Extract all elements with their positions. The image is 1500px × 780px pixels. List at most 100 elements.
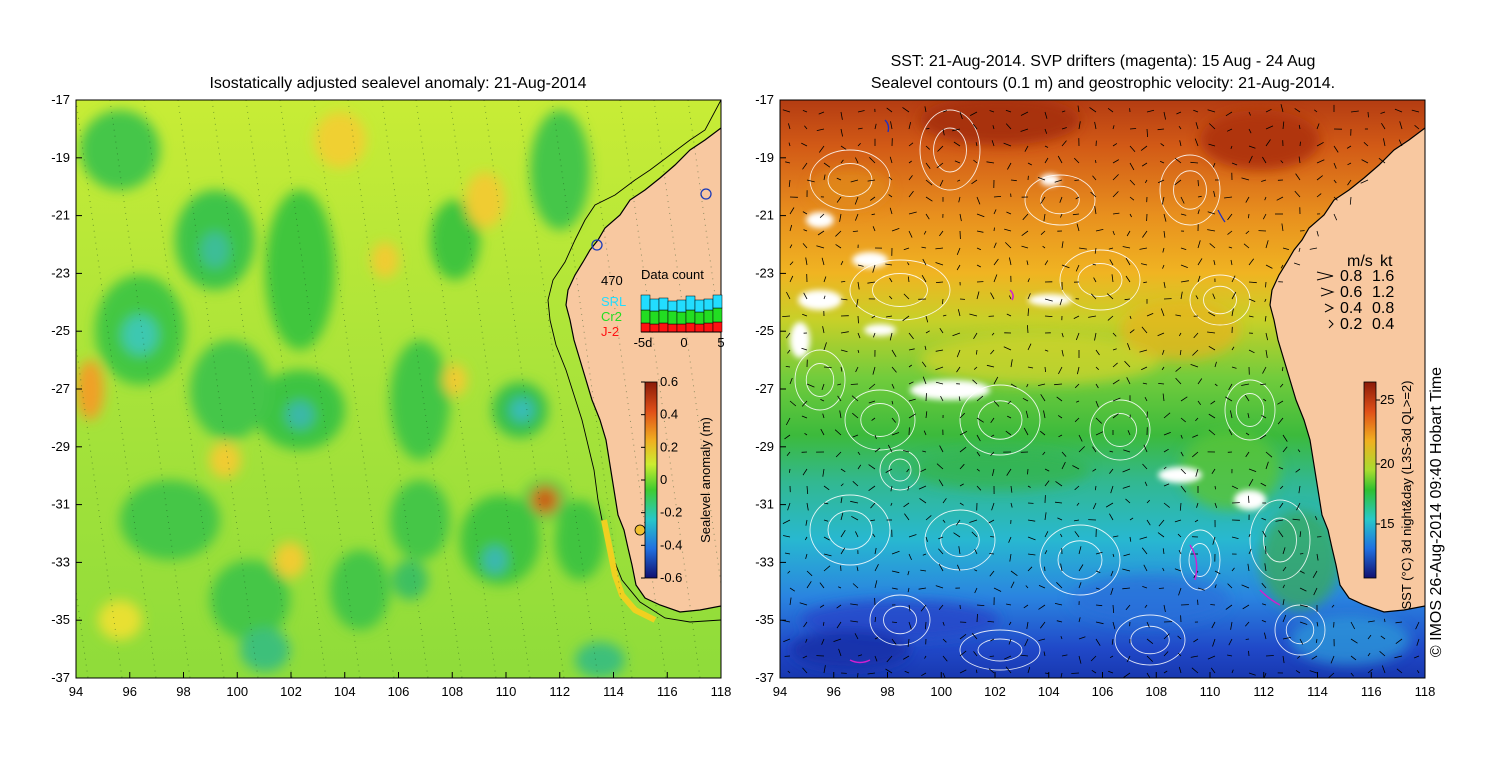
velocity-arrow [990, 536, 995, 538]
velocity-arrow [1044, 298, 1053, 302]
velocity-arrow [784, 552, 791, 555]
velocity-arrow [935, 247, 944, 250]
velocity-arrow [942, 655, 948, 662]
velocity-arrow [789, 261, 794, 266]
velocity-arrow [840, 547, 846, 555]
velocity-arrow [1180, 196, 1185, 204]
velocity-arrow [1197, 587, 1205, 591]
velocity-arrow [1292, 518, 1301, 521]
data-count-bar [649, 310, 660, 325]
velocity-arrow [1044, 111, 1048, 119]
lon-tick-label: 98 [880, 684, 894, 699]
velocity-arrow [1073, 519, 1080, 522]
velocity-arrow [802, 655, 808, 659]
lon-tick-label: 96 [123, 684, 137, 699]
velocity-arrow [1195, 122, 1199, 130]
velocity-arrow [902, 655, 910, 660]
velocity-arrow [956, 247, 961, 256]
velocity-arrow [1212, 293, 1216, 300]
velocity-arrow [1346, 145, 1352, 149]
sealevel-contour [959, 384, 1041, 456]
velocity-arrow [1146, 655, 1153, 662]
velocity-arrow [1125, 604, 1131, 611]
altimeter-track [619, 100, 701, 678]
velocity-arrow [973, 332, 978, 340]
velocity-arrow [1006, 211, 1012, 215]
velocity-arrow [834, 429, 842, 436]
sst-colorbar-label: SST (°C) 3d night&day (L3S-3d QL>=2) [1399, 381, 1414, 610]
velocity-arrow [1122, 468, 1131, 473]
velocity-arrow [1367, 668, 1373, 674]
lon-tick-label: 100 [930, 684, 952, 699]
velocity-arrow [1367, 620, 1375, 623]
velocity-arrow [1197, 258, 1203, 266]
velocity-arrow [804, 125, 808, 130]
velocity-arrow [971, 179, 978, 185]
velocity-arrow [1192, 349, 1199, 356]
velocity-arrow [1112, 191, 1119, 198]
velocity-arrow [1163, 213, 1167, 222]
velocity-arrow [1010, 581, 1015, 589]
velocity-arrow [903, 247, 910, 251]
lon-tick-label: 106 [1092, 684, 1114, 699]
sla-anomaly-blobs [76, 110, 625, 678]
data-count-tick: 0 [680, 335, 687, 350]
sla-colorbar-label: Sealevel anomaly (m) [698, 417, 713, 543]
velocity-arrow [891, 366, 897, 373]
lon-tick-label: 116 [657, 684, 678, 699]
velocity-arrow [1090, 655, 1097, 662]
sst-colorbar-tick-label: 25 [1380, 392, 1394, 407]
velocity-arrow [823, 502, 829, 505]
velocity-arrow [1076, 223, 1080, 232]
sealevel-contour [1249, 499, 1311, 581]
sla-colorbar-tick-label: 0.4 [660, 407, 678, 422]
velocity-arrow [1093, 277, 1097, 283]
velocity-arrow [823, 174, 826, 181]
velocity-arrow [1163, 502, 1170, 508]
velocity-arrow [820, 428, 825, 436]
lat-tick-label: -27 [51, 381, 70, 396]
tide-gauge-marker [591, 239, 603, 251]
velocity-arrow [938, 536, 944, 540]
velocity-arrow [1180, 434, 1183, 439]
velocity-arrow [1092, 263, 1097, 266]
velocity-arrow [806, 570, 813, 577]
sealevel-contour [1263, 517, 1297, 563]
velocity-arrow [1123, 553, 1131, 557]
velocity-arrow [890, 121, 893, 130]
velocity-arrow [974, 587, 978, 594]
data-count-bar [640, 294, 651, 311]
velocity-arrow [908, 364, 913, 368]
velocity-arrow [1010, 570, 1018, 577]
velocity-arrow [819, 582, 825, 589]
velocity-arrow [851, 395, 859, 402]
velocity-arrow [1144, 179, 1148, 184]
altimeter-track [313, 100, 395, 678]
data-count-bar [676, 299, 687, 313]
velocity-arrow [785, 161, 791, 164]
velocity-arrow [1157, 332, 1165, 337]
velocity-arrow [868, 383, 876, 390]
velocity-arrow [1228, 429, 1233, 436]
sla-colorbar-tick-label: -0.4 [660, 537, 682, 552]
velocity-arrow [787, 349, 791, 354]
velocity-legend-arrow [1324, 303, 1335, 313]
velocity-arrow [1399, 121, 1403, 130]
velocity-arrow [1027, 468, 1029, 475]
velocity-arrow [975, 669, 978, 674]
velocity-arrow [1027, 519, 1036, 522]
velocity-arrow [908, 398, 916, 402]
velocity-arrow [1260, 383, 1267, 386]
velocity-arrow [885, 468, 893, 473]
velocity-arrow [1109, 450, 1114, 453]
velocity-arrow [1248, 111, 1251, 116]
velocity-arrow [1061, 241, 1064, 249]
velocity-arrow [1265, 139, 1271, 147]
data-count-bar [649, 323, 660, 333]
velocity-arrow [1158, 383, 1165, 385]
velocity-arrow [802, 243, 808, 249]
velocity-arrow [925, 179, 933, 186]
velocity-arrow [874, 637, 879, 640]
velocity-arrow [1160, 143, 1165, 147]
velocity-arrow [1298, 485, 1301, 494]
